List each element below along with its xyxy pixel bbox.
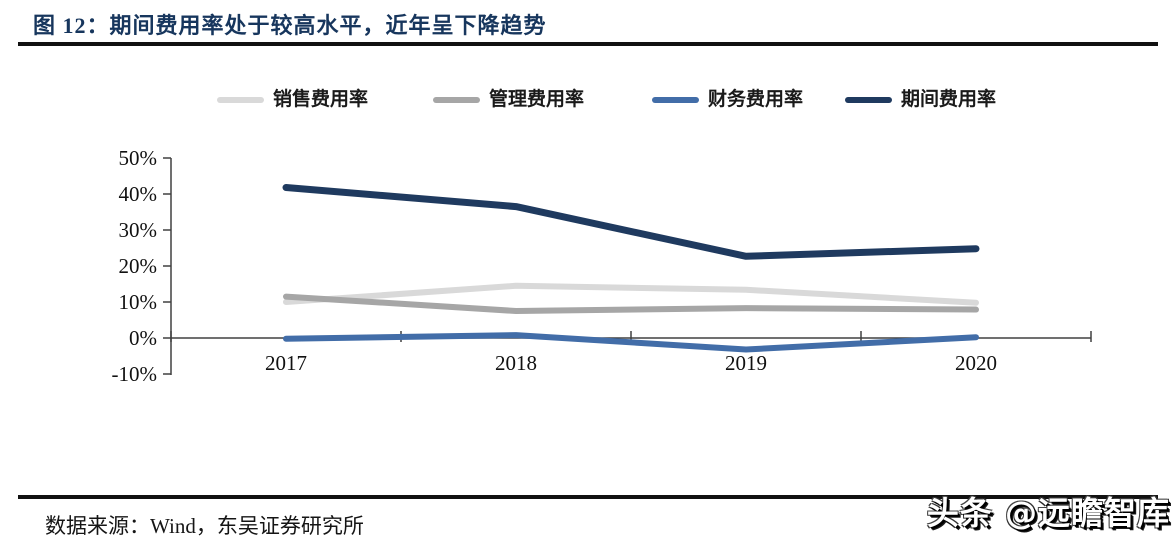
y-tick-label: 40%	[119, 182, 158, 206]
y-tick-label: 20%	[119, 254, 158, 278]
series-line-finance	[283, 332, 979, 353]
sales-line-swatch-icon	[217, 97, 264, 103]
x-tick-label: 2017	[265, 351, 307, 375]
data-source-note: 数据来源：Wind，东吴证券研究所	[45, 514, 364, 538]
legend-item-sales: 销售费用率	[217, 90, 368, 110]
watermark-text: 头条 @远瞻智库	[926, 494, 1170, 532]
y-tick-label: 50%	[119, 146, 158, 170]
y-tick-label: 10%	[119, 290, 158, 314]
finance-line-swatch-icon	[652, 97, 699, 103]
admin-line-swatch-icon	[433, 97, 480, 103]
title-divider-rule	[18, 42, 1158, 46]
period-line-swatch-icon	[845, 97, 892, 103]
legend-item-period: 期间费用率	[845, 90, 996, 110]
y-tick-label: -10%	[112, 362, 158, 386]
legend-label-period: 期间费用率	[901, 89, 997, 110]
legend-label-sales: 销售费用率	[273, 89, 369, 110]
legend-item-finance: 财务费用率	[652, 90, 803, 110]
y-tick-label: 30%	[119, 218, 158, 242]
series-line-admin	[283, 293, 979, 314]
x-tick-label: 2019	[725, 351, 767, 375]
source-divider-rule	[18, 495, 1158, 499]
series-line-period	[282, 184, 980, 260]
legend-label-admin: 管理费用率	[489, 89, 585, 110]
series-line-sales	[283, 282, 979, 306]
legend-label-finance: 财务费用率	[708, 89, 804, 110]
legend-item-admin: 管理费用率	[433, 90, 584, 110]
x-tick-label: 2018	[495, 351, 537, 375]
x-tick-label: 2020	[955, 351, 997, 375]
figure-title: 图 12：期间费用率处于较高水平，近年呈下降趋势	[33, 13, 547, 38]
y-tick-label: 0%	[129, 326, 157, 350]
